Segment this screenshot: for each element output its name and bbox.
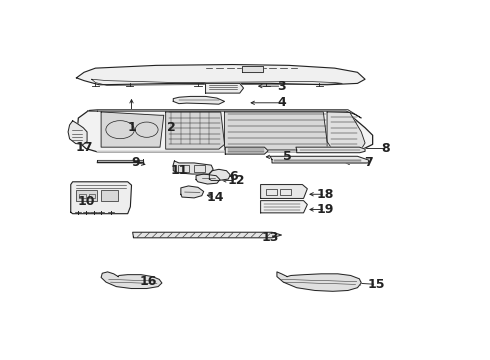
Polygon shape xyxy=(224,112,331,150)
Text: 15: 15 xyxy=(368,278,385,291)
Text: 9: 9 xyxy=(131,156,140,169)
Polygon shape xyxy=(206,84,244,93)
Text: 12: 12 xyxy=(227,174,245,187)
Bar xyxy=(194,166,205,172)
Polygon shape xyxy=(101,272,162,288)
Polygon shape xyxy=(225,147,268,154)
Text: 14: 14 xyxy=(206,190,224,203)
Bar xyxy=(101,190,118,201)
Polygon shape xyxy=(98,151,348,152)
Text: 2: 2 xyxy=(167,121,176,134)
Polygon shape xyxy=(296,147,365,153)
Bar xyxy=(89,194,96,198)
Polygon shape xyxy=(209,169,230,180)
Polygon shape xyxy=(76,64,365,85)
Polygon shape xyxy=(261,201,307,213)
Polygon shape xyxy=(242,67,263,72)
Text: 18: 18 xyxy=(317,188,334,201)
Polygon shape xyxy=(98,160,143,162)
Text: 8: 8 xyxy=(382,142,390,155)
Polygon shape xyxy=(71,182,131,214)
Polygon shape xyxy=(261,185,307,198)
Polygon shape xyxy=(166,112,224,149)
Bar xyxy=(266,189,277,195)
Bar xyxy=(178,166,189,172)
Bar xyxy=(79,194,86,198)
Bar xyxy=(76,190,98,201)
Polygon shape xyxy=(196,174,220,184)
Polygon shape xyxy=(77,111,372,152)
Text: 19: 19 xyxy=(317,203,334,216)
Polygon shape xyxy=(181,186,204,198)
Polygon shape xyxy=(277,272,361,291)
Text: 7: 7 xyxy=(365,157,373,170)
Polygon shape xyxy=(173,96,224,104)
Bar xyxy=(280,189,292,195)
Polygon shape xyxy=(133,232,281,238)
Polygon shape xyxy=(270,156,369,163)
Polygon shape xyxy=(68,121,87,144)
Text: 3: 3 xyxy=(277,80,286,93)
Polygon shape xyxy=(173,161,213,174)
Text: 4: 4 xyxy=(277,96,286,109)
Polygon shape xyxy=(88,110,361,118)
Text: 6: 6 xyxy=(230,170,238,183)
Text: 16: 16 xyxy=(140,275,157,288)
Text: 13: 13 xyxy=(262,231,279,244)
Polygon shape xyxy=(101,112,164,147)
Text: 11: 11 xyxy=(170,164,188,177)
Text: 5: 5 xyxy=(283,150,292,163)
Text: 10: 10 xyxy=(77,195,95,208)
Text: 17: 17 xyxy=(75,141,93,154)
Polygon shape xyxy=(327,112,365,150)
Text: 1: 1 xyxy=(127,121,136,134)
